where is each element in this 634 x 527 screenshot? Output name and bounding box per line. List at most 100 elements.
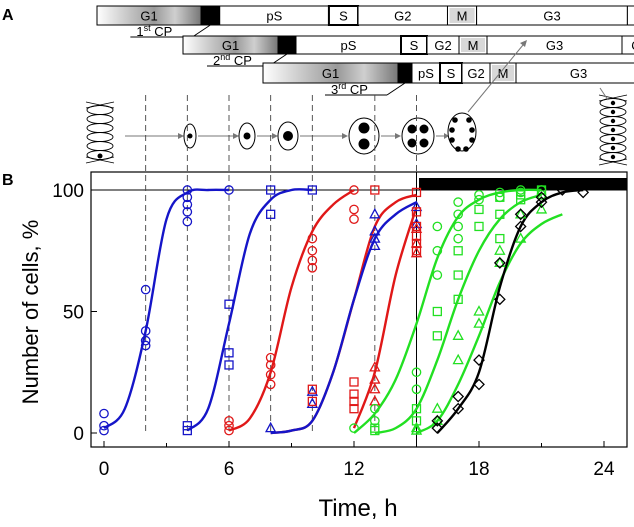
data-point-circle: [349, 204, 359, 215]
data-point-diamond: [577, 186, 590, 199]
data-point-square: [411, 404, 422, 414]
filament-cell: [86, 141, 114, 151]
checkpoint-label: 2nd CP: [213, 52, 252, 68]
data-point-circle: [224, 420, 234, 431]
data-point-circle: [432, 270, 443, 280]
checkpoint-label: 3rd CP: [331, 81, 368, 97]
data-point-diamond: [556, 184, 569, 196]
data-point-circle: [349, 185, 359, 195]
data-point-square: [307, 396, 317, 407]
fit-curve-black: [436, 188, 584, 434]
x-tick-label: 6: [224, 459, 235, 480]
y-tick-label: 50: [63, 303, 84, 324]
cell-cycle-row-1: G1pSSG2MG3C1st CP: [96, 5, 634, 39]
data-point-square: [182, 425, 192, 436]
x-axis-ticks: 0 6 12 18 24: [99, 441, 615, 480]
arrowhead-2: [233, 133, 239, 139]
phase-label: G2: [467, 66, 484, 81]
filament-cell-nucleus: [610, 118, 616, 124]
data-point-diamond: [535, 191, 548, 204]
fit-curve-blue: [186, 188, 313, 432]
cell-cycle-diagrams: G1pSSG2MG3C1st CPG1pSSG2MG3C2nd CPG1pSSG…: [96, 5, 634, 97]
data-point-triangle: [452, 353, 464, 365]
data-point-diamond: [452, 402, 465, 415]
dark-period-bar: [419, 178, 627, 190]
filament-cell-nucleus: [610, 109, 616, 115]
y-tick-label: 0: [73, 424, 84, 445]
x-axis-label: Time, h: [318, 495, 397, 522]
data-point-circle: [182, 192, 193, 203]
phase-label: G2: [394, 9, 411, 24]
data-point-circle: [224, 185, 234, 195]
data-point-triangle: [306, 385, 319, 396]
x-tick-label: 12: [343, 459, 364, 480]
data-point-circle: [182, 216, 193, 227]
data-point-square: [411, 221, 422, 232]
checkpoint-leader: [386, 82, 406, 96]
data-point-square: [370, 185, 380, 195]
data-point-circle: [265, 352, 276, 363]
phase-checkpoint-box: [200, 5, 221, 26]
data-point-square: [307, 384, 317, 394]
data-point-square: [266, 185, 276, 195]
fit-curve-red: [228, 189, 355, 432]
data-point-circle: [182, 185, 193, 195]
arrowhead-6: [444, 133, 449, 139]
data-point-square: [516, 195, 526, 205]
phase-checkpoint-box: [397, 62, 413, 84]
data-point-square: [349, 396, 359, 407]
cell-4nuclei: [401, 117, 435, 155]
data-point-square: [307, 185, 317, 195]
cell-8nuclei-dots: [449, 117, 475, 152]
data-point-circle: [349, 214, 359, 225]
phase-label: S: [410, 38, 419, 53]
data-point-circle: [474, 194, 484, 205]
data-point-triangle: [410, 200, 423, 212]
data-point-diamond: [535, 196, 548, 209]
y-axis-label: Number of cells, %: [18, 220, 43, 405]
filament-cell: [86, 123, 114, 133]
data-point-circle: [453, 209, 464, 220]
data-point-square: [453, 270, 463, 280]
data-point-circle: [224, 425, 234, 436]
data-point-triangle: [369, 361, 381, 372]
filament-cell-nucleus: [97, 153, 103, 159]
phase-label: G2: [434, 38, 451, 53]
phase-label: G3: [546, 38, 563, 53]
data-point-circle: [432, 221, 443, 232]
data-point-circle: [369, 415, 380, 426]
data-point-square: [224, 348, 234, 358]
data-point-square: [224, 360, 234, 370]
phase-label: pS: [418, 66, 434, 81]
filament-left: [85, 101, 115, 164]
filament-end: [85, 101, 115, 109]
data-point-diamond: [493, 256, 506, 269]
phase-g3-box: [515, 62, 634, 84]
data-point-circle: [140, 326, 151, 336]
fit-curve-red: [352, 206, 418, 429]
data-point-circle: [349, 423, 359, 433]
fit-curve-red: [270, 193, 417, 435]
filament-cell-nucleus: [610, 127, 616, 133]
data-point-circle: [474, 190, 484, 200]
data-point-circle: [182, 207, 193, 217]
filament-end: [598, 158, 628, 166]
data-point-diamond: [431, 422, 444, 435]
data-point-square: [224, 299, 234, 309]
data-point-circle: [140, 335, 151, 346]
phase-label: G1: [322, 66, 339, 81]
phase-label: G3: [543, 9, 560, 24]
fit-curve-green: [353, 188, 542, 434]
data-point-diamond: [473, 354, 485, 367]
data-point-circle: [140, 340, 151, 351]
data-point-square: [432, 306, 442, 317]
data-point-square: [495, 209, 505, 219]
phase-c-box: [626, 5, 634, 26]
data-point-circle: [182, 199, 193, 210]
plot-area: 0 50 100 0 6 12 18 24 Time, h Number of cells,…: [18, 95, 628, 522]
data-point-triangle: [473, 305, 485, 316]
data-point-circle: [140, 284, 151, 295]
x-tick-label: 18: [468, 459, 489, 480]
fit-curve-blue: [103, 188, 230, 430]
data-point-circle: [307, 262, 318, 273]
